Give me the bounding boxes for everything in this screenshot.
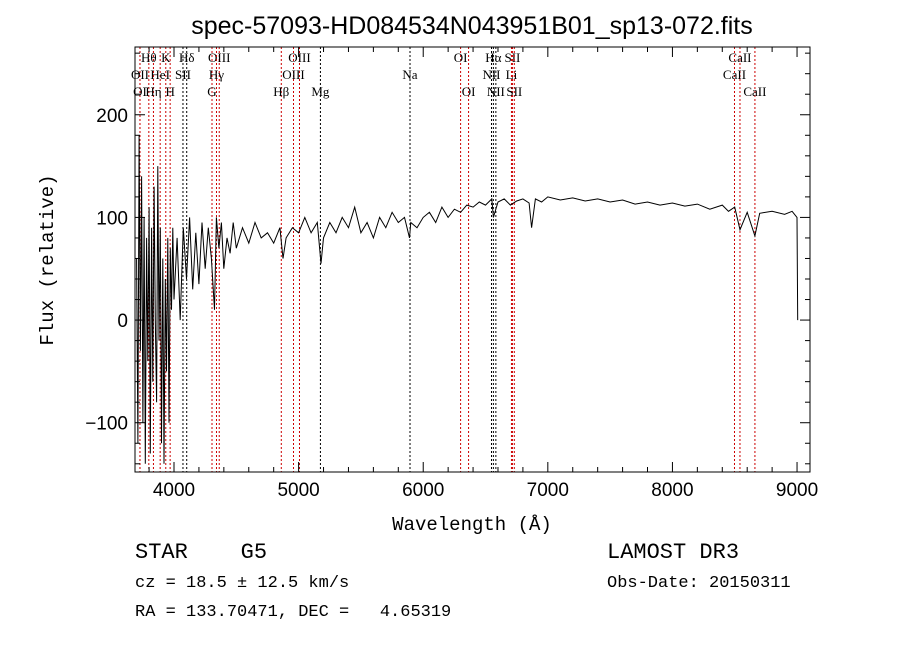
spectral-line-label: Na xyxy=(402,67,417,82)
spectral-line-label: CaII xyxy=(728,50,751,65)
spectral-line-label: OIII xyxy=(288,50,310,65)
y-axis-label: Flux (relative) xyxy=(37,174,59,345)
spectral-line-label: Li xyxy=(506,67,518,82)
spectral-line-label: H xyxy=(165,84,174,99)
x-tick-label: 7000 xyxy=(527,480,569,501)
spectral-line-label: SII xyxy=(506,84,522,99)
spectral-line-label: Mg xyxy=(311,84,330,99)
spectral-line-label: OIII xyxy=(282,67,304,82)
spectral-line-label: HeI xyxy=(150,67,170,82)
spectral-line-label: G xyxy=(207,84,216,99)
redshift-cz: cz = 18.5 ± 12.5 km/s xyxy=(135,574,350,593)
object-class: STAR G5 xyxy=(135,540,268,565)
spectral-line-label: Hβ xyxy=(273,84,289,99)
spectral-line-label: CaII xyxy=(723,67,746,82)
spectral-line-label: OI xyxy=(454,50,468,65)
spectral-line-label: OI xyxy=(462,84,476,99)
spectrum-line xyxy=(136,135,799,464)
x-tick-label: 4000 xyxy=(153,480,195,501)
chart-title: spec-57093-HD084534N043951B01_sp13-072.f… xyxy=(191,12,753,40)
spectral-line-label: NII xyxy=(487,84,505,99)
x-tick-label: 6000 xyxy=(402,480,444,501)
axes: 4000 5000 6000 7000 8000 9000 −100 0 100 200 xyxy=(85,46,818,501)
y-tick-label: 0 xyxy=(117,311,128,332)
x-tick-label: 5000 xyxy=(277,480,319,501)
y-tick-label: 100 xyxy=(96,208,128,229)
x-axis-label: Wavelength (Å) xyxy=(392,514,552,536)
spectral-line-label: NII xyxy=(482,67,500,82)
spectral-line-label: SII xyxy=(175,67,191,82)
survey-name: LAMOST DR3 xyxy=(607,540,740,565)
spectral-line-label: SII xyxy=(504,50,520,65)
spectral-line-label: Hη xyxy=(145,84,161,99)
spectral-line-label: Hθ xyxy=(141,50,157,65)
plot-frame xyxy=(134,46,811,473)
x-tick-label: 8000 xyxy=(651,480,693,501)
y-tick-label: 200 xyxy=(96,106,128,127)
spectrum-series xyxy=(136,135,799,464)
spectral-line-label: Hδ xyxy=(179,50,195,65)
spectral-line-label: OIII xyxy=(208,50,230,65)
coordinates: RA = 133.70471, DEC = 4.65319 xyxy=(135,603,452,622)
spectral-line-label: OI xyxy=(133,84,147,99)
y-tick-label: −100 xyxy=(85,414,128,435)
spectral-line-label: Hα xyxy=(485,50,501,65)
spectral-line-label: CaII xyxy=(743,84,766,99)
spectral-line-label: K xyxy=(161,50,171,65)
x-tick-label: 9000 xyxy=(776,480,818,501)
spectral-line-label: Hγ xyxy=(209,67,224,82)
obs-date: Obs-Date: 20150311 xyxy=(607,574,791,593)
